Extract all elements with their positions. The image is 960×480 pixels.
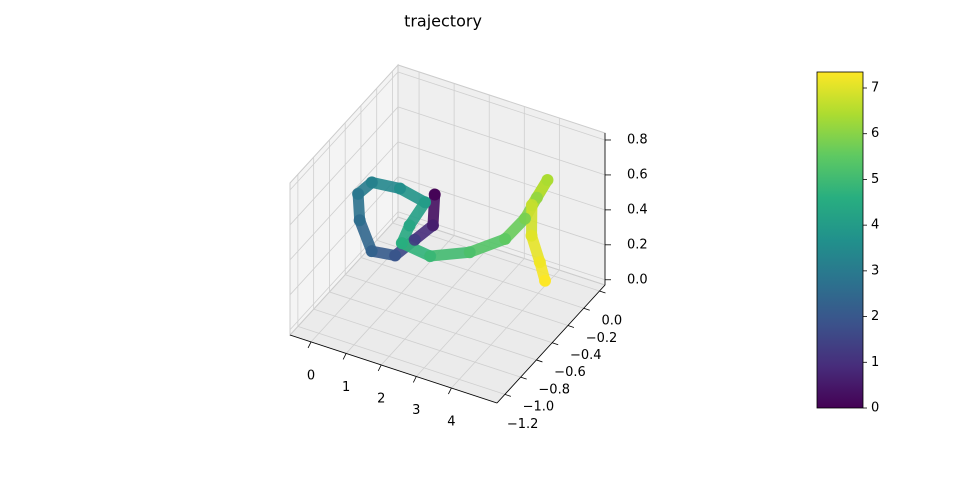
- grid-line: [416, 258, 525, 377]
- y-tick-label: 0.0: [601, 314, 622, 329]
- x-tick-label: 2: [377, 391, 385, 406]
- point: [541, 173, 554, 186]
- plot-area: 0 1 2 3 4 −1.2 −1.0 −0.8 −0.6 −0.4 −0.2 0.0 0.0 0.2 0.…: [289, 63, 648, 432]
- z-tick-label: 0.2: [627, 237, 648, 252]
- point: [424, 250, 437, 263]
- point: [426, 219, 439, 232]
- tick-mark: [599, 290, 606, 294]
- colorbar-tick-label: 3: [871, 263, 879, 278]
- y-tick-label: −0.2: [586, 331, 618, 346]
- grid-line: [397, 106, 606, 176]
- point: [539, 274, 552, 287]
- x-tick-label: 4: [447, 415, 455, 430]
- grid-line: [360, 257, 569, 326]
- chart-title: trajectory: [404, 12, 482, 31]
- tick-mark: [342, 353, 347, 360]
- grid-line: [289, 176, 399, 296]
- point: [428, 188, 441, 201]
- z-tick-label: 0.8: [627, 132, 648, 147]
- grid-line: [397, 176, 606, 246]
- tick-mark: [504, 394, 512, 397]
- colorbar-tick-label: 2: [871, 309, 879, 324]
- y-tick-label: −1.0: [523, 400, 555, 415]
- y-tick-label: −1.2: [507, 417, 539, 432]
- y-tick-label: −0.8: [538, 382, 570, 397]
- point: [525, 199, 538, 212]
- point: [394, 182, 407, 195]
- grid-line: [380, 246, 490, 366]
- point: [499, 232, 512, 245]
- axis-line: [289, 334, 498, 404]
- colorbar-tick-label: 0: [871, 401, 879, 416]
- grid-line: [297, 326, 506, 395]
- grid-line: [289, 71, 399, 191]
- colorbar-tick-label: 1: [871, 355, 879, 370]
- grid-line: [345, 274, 553, 344]
- point: [518, 212, 531, 225]
- point: [463, 246, 476, 259]
- z-tick-label: 0.6: [627, 167, 648, 182]
- y-tick-label: −0.4: [570, 348, 602, 363]
- y-tick-label: −0.6: [554, 365, 586, 380]
- grid-line: [397, 71, 606, 141]
- trajectory-segment: [424, 246, 476, 262]
- colorbar: [816, 71, 864, 409]
- tick-mark: [567, 325, 575, 328]
- x-tick-label: 0: [307, 368, 315, 383]
- grid-line: [289, 211, 399, 331]
- point: [533, 256, 546, 269]
- tick-mark: [536, 359, 543, 363]
- tick-mark: [377, 364, 382, 372]
- tick-mark: [583, 307, 590, 311]
- x-tick-label: 1: [342, 380, 350, 395]
- colorbar-tick-label: 6: [871, 126, 879, 141]
- tick-mark: [520, 376, 527, 380]
- tick-mark: [448, 387, 452, 395]
- point: [403, 219, 416, 232]
- point: [352, 187, 365, 200]
- grid-line: [397, 141, 606, 211]
- z-tick-label: 0.0: [627, 272, 648, 287]
- axis-line: [496, 284, 606, 404]
- point: [419, 196, 432, 209]
- colorbar-tick-label: 7: [871, 81, 879, 96]
- point: [389, 249, 402, 262]
- trajectory-segment: [464, 233, 511, 258]
- point: [365, 245, 378, 258]
- point: [395, 237, 408, 250]
- colorbar-tick-label: 4: [871, 218, 879, 233]
- grid-line: [329, 291, 537, 361]
- point: [365, 176, 378, 189]
- grid-line: [289, 106, 399, 226]
- x-tick-label: 3: [412, 403, 420, 418]
- z-tick-label: 0.4: [627, 202, 648, 217]
- tick-mark: [307, 341, 312, 349]
- grid-line: [313, 308, 521, 378]
- tick-mark: [412, 376, 417, 383]
- tick-mark: [552, 342, 559, 346]
- point: [525, 229, 538, 242]
- grid-line: [289, 141, 399, 261]
- point: [408, 233, 421, 246]
- colorbar-tick-label: 5: [871, 172, 879, 187]
- grid-line: [451, 269, 560, 389]
- point: [353, 214, 366, 227]
